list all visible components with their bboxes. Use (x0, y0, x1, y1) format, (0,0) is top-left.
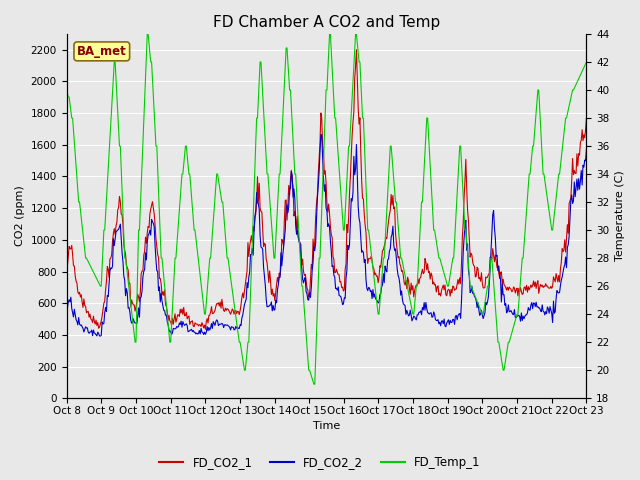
FD_Temp_1 (156, 210, 163, 216)
FD_CO2_2 (156, 284, 163, 290)
FD_CO2_2 (412, 316, 419, 322)
FD_CO2_1 (582, 115, 590, 120)
FD_Temp_1 (63, 87, 70, 93)
FD_CO2_2 (299, 276, 307, 282)
FD_Temp_1 (582, 59, 590, 65)
FD_CO2_1 (155, 255, 163, 261)
FD_Temp_1 (197, 281, 205, 287)
Line: FD_CO2_1: FD_CO2_1 (67, 50, 586, 329)
FD_CO2_2 (197, 325, 205, 331)
FD_CO2_1 (63, 266, 70, 272)
Line: FD_Temp_1: FD_Temp_1 (67, 34, 586, 384)
FD_CO2_1 (353, 47, 360, 53)
FD_CO2_2 (97, 333, 104, 339)
FD_CO2_1 (196, 322, 204, 328)
FD_CO2_2 (371, 291, 378, 297)
FD_CO2_1 (412, 284, 419, 290)
FD_CO2_2 (456, 311, 463, 316)
FD_CO2_1 (371, 272, 378, 277)
FD_Temp_1 (412, 293, 419, 299)
Text: BA_met: BA_met (77, 45, 127, 58)
FD_Temp_1 (371, 281, 378, 287)
FD_CO2_1 (456, 275, 463, 281)
FD_Temp_1 (143, 31, 151, 37)
Y-axis label: CO2 (ppm): CO2 (ppm) (15, 186, 25, 246)
FD_CO2_2 (582, 146, 590, 152)
Line: FD_CO2_2: FD_CO2_2 (67, 134, 586, 336)
FD_Temp_1 (299, 283, 307, 289)
Y-axis label: Temperature (C): Temperature (C) (615, 171, 625, 262)
FD_CO2_1 (202, 326, 209, 332)
FD_CO2_1 (299, 256, 307, 262)
FD_CO2_2 (317, 132, 324, 137)
Title: FD Chamber A CO2 and Temp: FD Chamber A CO2 and Temp (213, 15, 440, 30)
FD_Temp_1 (456, 143, 463, 149)
X-axis label: Time: Time (313, 421, 340, 432)
Legend: FD_CO2_1, FD_CO2_2, FD_Temp_1: FD_CO2_1, FD_CO2_2, FD_Temp_1 (155, 452, 485, 474)
FD_CO2_2 (63, 301, 70, 307)
FD_Temp_1 (310, 381, 317, 387)
